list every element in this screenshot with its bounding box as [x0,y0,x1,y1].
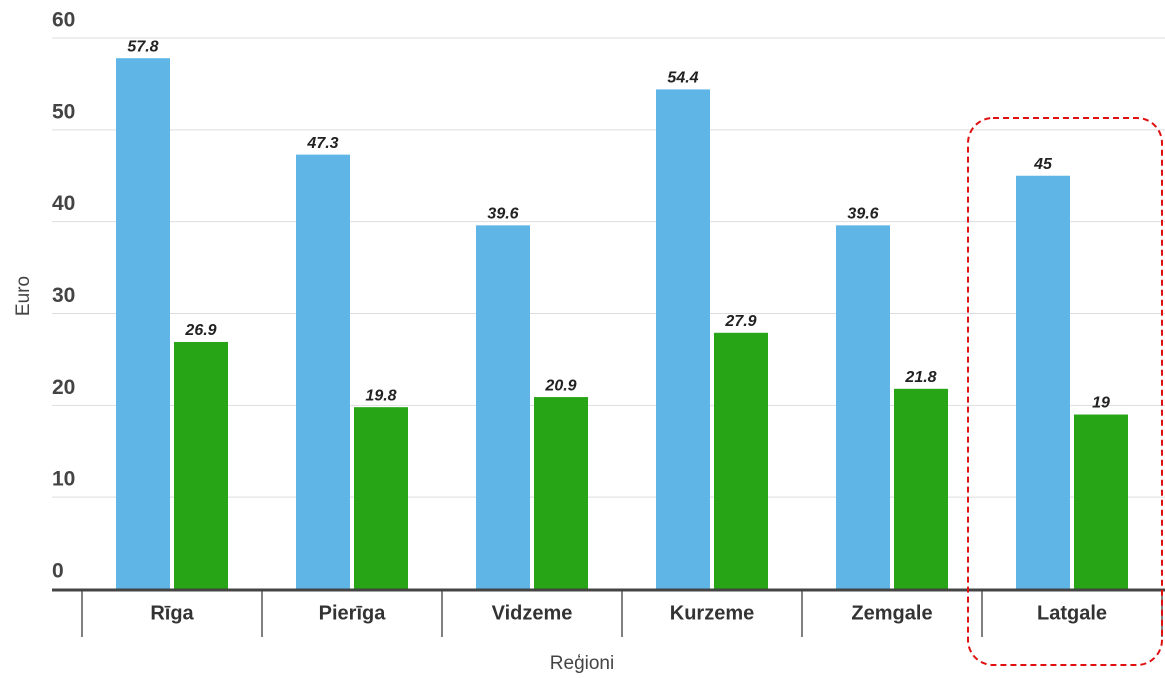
value-label: 19.8 [365,387,396,404]
y-tick-label: 40 [52,192,75,215]
x-tick-label: Pierīga [319,602,387,624]
x-axis-label: Reģioni [550,653,614,674]
bar [714,332,768,589]
bar [116,58,170,590]
bar [894,388,948,589]
value-label: 39.6 [487,206,518,223]
bar [836,225,890,589]
value-label: 21.8 [904,369,936,386]
x-tick-label: Rīga [150,602,194,624]
y-tick-label: 30 [52,284,75,307]
value-label: 39.6 [847,206,878,223]
bar [1074,414,1128,589]
x-tick-label: Zemgale [851,602,932,624]
value-label: 19 [1092,395,1110,412]
y-tick-label: 20 [52,376,75,399]
x-tick-label: Vidzeme [492,602,573,624]
bar [1016,175,1070,589]
value-label: 45 [1033,156,1053,173]
value-label: 26.9 [184,322,216,339]
x-tick-label: Kurzeme [670,602,754,624]
x-tick-label: Latgale [1037,602,1107,624]
bar [476,225,530,589]
y-tick-label: 60 [52,9,75,32]
y-tick-label: 0 [52,560,64,583]
value-label: 54.4 [667,70,698,87]
bar [534,397,588,589]
bar [296,154,350,589]
y-axis-label: Euro [13,276,34,316]
value-label: 57.8 [127,38,158,55]
bar [174,341,228,589]
bar [656,89,710,589]
value-label: 20.9 [544,377,576,394]
highlight-box [967,117,1163,666]
y-tick-label: 50 [52,100,75,123]
value-label: 47.3 [306,135,338,152]
bar [354,407,408,589]
y-tick-label: 10 [52,468,75,491]
value-label: 27.9 [724,313,756,330]
